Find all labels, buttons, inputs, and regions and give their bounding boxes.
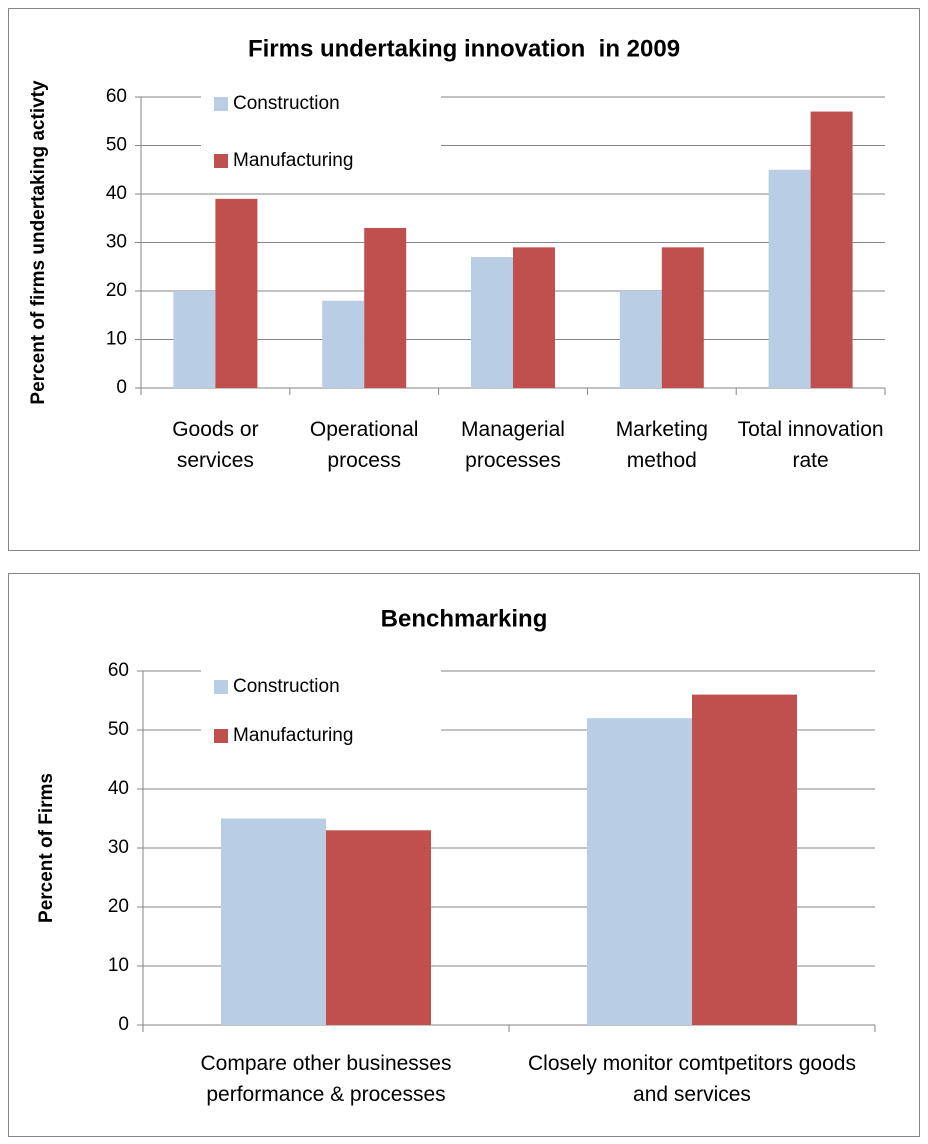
bar [587,718,692,1025]
bar [326,830,431,1025]
bar [513,247,555,388]
y-axis-label: Percent of firms undertaking activty [28,80,49,405]
legend-label: Manufacturing [233,725,353,746]
bar [471,257,513,388]
y-tick-label: 60 [108,660,129,681]
x-tick-label: Goods or services [172,418,259,472]
y-tick-label: 50 [108,719,129,740]
x-tick-label: Operational process [309,418,419,472]
y-tick-label: 0 [116,377,127,398]
y-tick-label: 20 [108,896,129,917]
y-tick-label: 30 [106,232,127,253]
x-tick-label: Total innovation rate [737,418,884,472]
bar [364,227,407,388]
legend-label: Construction [233,676,340,697]
y-tick-label: 30 [108,837,129,858]
y-tick-label: 10 [106,329,127,350]
y-tick-label: 60 [106,86,127,107]
legend-background [201,666,441,766]
legend-swatch [214,729,228,743]
bar [692,694,797,1025]
bar [322,300,365,388]
y-tick-label: 0 [118,1014,129,1035]
y-tick-label: 50 [106,135,127,156]
bar [661,247,704,388]
bar [173,291,216,388]
legend-label: Manufacturing [233,150,353,171]
chart-panel: Firms undertaking innovation in 2009 Perc… [8,8,920,551]
bar [221,818,326,1025]
bar [768,169,811,388]
bar [619,291,662,388]
chart: Firms undertaking innovation in 2009 Perc… [28,35,886,405]
y-tick-label: 10 [108,955,129,976]
y-tick-label: 40 [106,183,127,204]
legend-swatch [214,97,228,111]
legend-swatch [214,680,228,694]
legend-swatch [214,154,228,168]
chart-panel: Benchmarking Percent of Firms 0 10 20 30 40 50 6… [8,573,920,1137]
chart: Benchmarking Percent of Firms 0 10 20 30 40 50 6… [36,605,876,1035]
chart-title: Benchmarking [381,605,548,632]
bar [215,198,258,388]
x-tick-label: Closely monitor comtpetitors goods and s… [528,1052,856,1106]
legend-label: Construction [233,93,340,114]
y-tick-label: 40 [108,778,129,799]
x-tick-label: Managerial processes [461,418,565,472]
chart-title: Firms undertaking innovation in 2009 [248,35,680,62]
x-tick-label: Compare other businesses performance & p… [200,1052,452,1106]
bar [810,111,853,389]
y-tick-label: 20 [106,280,127,301]
x-tick-label: Marketing method [615,418,708,472]
y-axis-label: Percent of Firms [36,773,57,923]
legend-background [201,87,441,187]
